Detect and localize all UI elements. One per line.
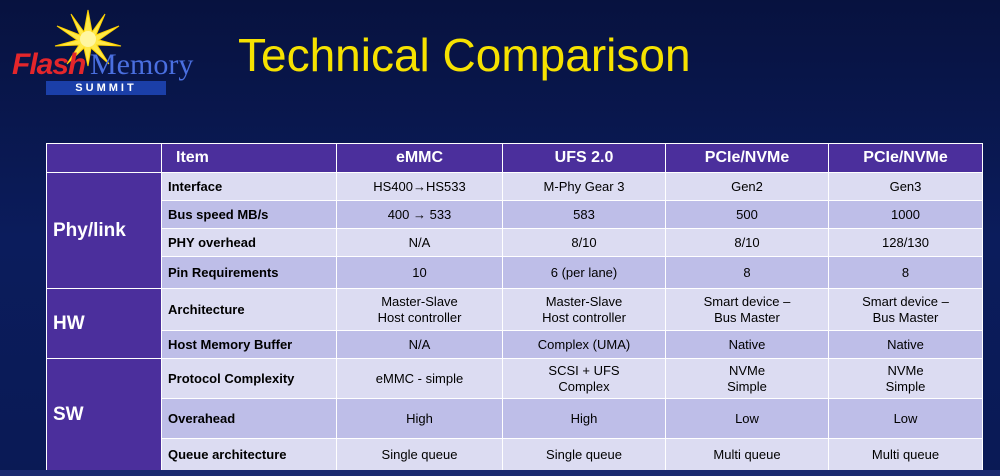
table-cell: 128/130 xyxy=(828,228,983,257)
row-label: Queue architecture xyxy=(161,438,337,471)
table-cell: Multi queue xyxy=(665,438,829,471)
table-cell: High xyxy=(336,398,503,439)
table-cell: Master-Slave Host controller xyxy=(336,288,503,331)
table-cell: Low xyxy=(828,398,983,439)
table-row: SW Protocol Complexity eMMC - simple SCSI +… xyxy=(46,358,983,471)
table-row: HW Architecture Master-Slave Host controlle… xyxy=(46,288,983,359)
row-label: Bus speed MB/s xyxy=(161,200,337,229)
table-row: PHY overhead N/A 8/10 8/10 128/130 xyxy=(47,228,983,257)
table-cell: Native xyxy=(665,330,829,359)
table-cell: N/A xyxy=(336,330,503,359)
table-cell: NVMe Simple xyxy=(665,358,829,399)
header-cell-pcie-gen3: PCIe/NVMe xyxy=(828,143,983,173)
table-cell: Single queue xyxy=(336,438,503,471)
flash-memory-summit-logo: Flash Memory SUMMIT xyxy=(8,8,208,98)
logo-flash-text: Flash xyxy=(12,48,86,81)
table-cell: Gen2 xyxy=(665,172,829,201)
logo-memory-text: Memory xyxy=(90,48,194,81)
table-cell: M-Phy Gear 3 xyxy=(502,172,666,201)
table-cell: Native xyxy=(828,330,983,359)
table-cell: 1000 xyxy=(828,200,983,229)
table-cell: 6 (per lane) xyxy=(502,256,666,289)
row-label: Protocol Complexity xyxy=(161,358,337,399)
table-row: Pin Requirements 10 6 (per lane) 8 8 xyxy=(47,256,983,289)
table-cell: 8/10 xyxy=(665,228,829,257)
header-cell-ufs: UFS 2.0 xyxy=(502,143,666,173)
table-header-row: Item eMMC UFS 2.0 PCIe/NVMe PCIe/NVMe xyxy=(46,143,983,173)
row-label: Overahead xyxy=(161,398,337,439)
group-label: SW xyxy=(46,358,162,471)
table-cell: 8 xyxy=(665,256,829,289)
header-cell-group xyxy=(46,143,162,173)
table-cell: N/A xyxy=(336,228,503,257)
table-row: Queue architecture Single queue Single que… xyxy=(47,438,983,471)
table-cell: eMMC - simple xyxy=(336,358,503,399)
table-cell: 8/10 xyxy=(502,228,666,257)
table-cell: Single queue xyxy=(502,438,666,471)
page-title: Technical Comparison xyxy=(238,29,691,81)
table-row: Phy/link Interface HS400→HS533 M-Phy Gear 3… xyxy=(46,172,983,289)
table-cell: Gen3 xyxy=(828,172,983,201)
table-row: Bus speed MB/s 400 → 533 583 500 1000 xyxy=(47,200,983,229)
row-label: Host Memory Buffer xyxy=(161,330,337,359)
header-cell-emmc: eMMC xyxy=(336,143,503,173)
logo-summit-text: SUMMIT xyxy=(46,81,166,95)
comparison-table: Item eMMC UFS 2.0 PCIe/NVMe PCIe/NVMe Ph… xyxy=(46,143,983,471)
table-cell: SCSI + UFS Complex xyxy=(502,358,666,399)
table-cell: Master-Slave Host controller xyxy=(502,288,666,331)
table-cell: High xyxy=(502,398,666,439)
table-cell: NVMe Simple xyxy=(828,358,983,399)
table-cell: Multi queue xyxy=(828,438,983,471)
starburst-icon xyxy=(54,9,122,67)
group-label: Phy/link xyxy=(46,172,162,289)
table-row: Host Memory Buffer N/A Complex (UMA) Native… xyxy=(47,330,983,359)
table-cell: Smart device – Bus Master xyxy=(665,288,829,331)
row-label: PHY overhead xyxy=(161,228,337,257)
header-cell-item: Item xyxy=(161,143,337,173)
table-row: Overahead High High Low Low xyxy=(47,398,983,439)
row-label: Pin Requirements xyxy=(161,256,337,289)
table-cell: Smart device – Bus Master xyxy=(828,288,983,331)
row-label: Architecture xyxy=(161,288,337,331)
table-cell: 500 xyxy=(665,200,829,229)
table-body: Phy/link Interface HS400→HS533 M-Phy Gear 3… xyxy=(46,172,983,471)
table-cell: 400 → 533 xyxy=(336,200,503,229)
table-cell: HS400→HS533 xyxy=(336,172,503,201)
table-cell: 583 xyxy=(502,200,666,229)
table-cell: 10 xyxy=(336,256,503,289)
header-cell-pcie-gen2: PCIe/NVMe xyxy=(665,143,829,173)
table-cell: 8 xyxy=(828,256,983,289)
table-cell: Low xyxy=(665,398,829,439)
footer-strip xyxy=(0,470,1000,476)
row-label: Interface xyxy=(161,172,337,201)
table-cell: Complex (UMA) xyxy=(502,330,666,359)
group-label: HW xyxy=(46,288,162,359)
